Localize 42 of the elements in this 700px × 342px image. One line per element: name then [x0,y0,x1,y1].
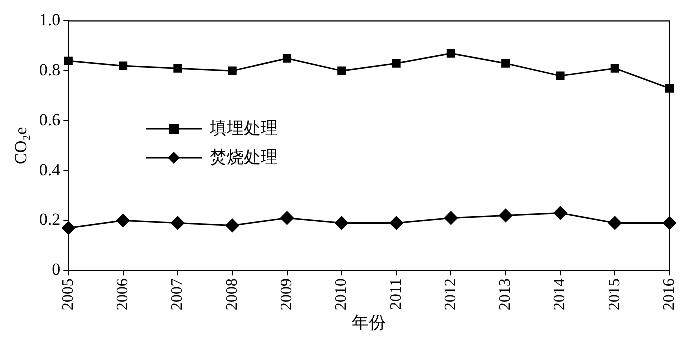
point [119,62,128,70]
point [499,208,513,222]
x-tick-label: 2012 [442,278,460,311]
x-tick-label: 2013 [497,278,514,311]
legend-label: 填埋处理 [210,118,278,140]
point [556,72,565,80]
point [446,49,456,58]
point [554,206,568,220]
y-tick-label: 0 [52,260,61,280]
point [390,216,404,230]
point [608,216,622,230]
x-tick-label: 2008 [224,278,241,311]
y-tick-label: 1.0 [39,10,61,30]
y-axis-title: CO₂e [12,127,31,164]
point [282,54,292,63]
point [280,211,294,225]
point [444,211,458,225]
point [335,216,349,230]
x-tick-label: 2006 [114,278,132,311]
point [226,218,240,232]
point [171,216,185,230]
point [338,66,346,76]
point [610,64,620,73]
point [174,64,182,73]
point [228,66,237,76]
x-tick-label: 2005 [60,278,77,311]
legend-label: 焚烧处理 [210,147,278,169]
point [116,214,130,228]
y-tick-label: 0.8 [39,60,61,80]
x-tick-label: 2016 [661,278,678,311]
x-tick-label: 2014 [552,278,569,311]
x-axis-title: 年份 [352,313,386,332]
x-tick-label: 2007 [169,278,186,311]
point [392,59,401,68]
x-tick-label: 2010 [333,278,350,311]
x-tick-label: 2009 [278,278,296,311]
y-tick-label: 0.6 [39,110,61,130]
point [502,59,510,68]
x-tick-label: 2015 [606,278,624,311]
x-tick-label: 2011 [388,278,405,310]
y-tick-label: 0.4 [39,160,62,180]
y-tick-label: 0.2 [39,210,61,230]
